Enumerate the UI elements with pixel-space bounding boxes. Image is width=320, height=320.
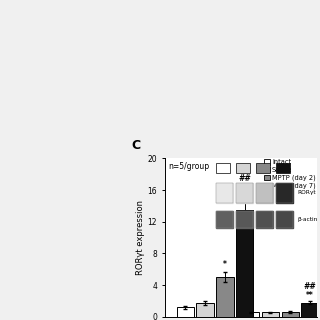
Bar — [276, 211, 293, 228]
Bar — [236, 211, 253, 228]
Bar — [236, 210, 253, 317]
Text: ##
**: ## ** — [304, 282, 316, 300]
Text: C: C — [132, 139, 140, 152]
Bar — [236, 163, 250, 173]
Bar — [216, 183, 233, 203]
Bar — [196, 302, 214, 317]
Text: RORγt: RORγt — [298, 190, 316, 196]
Bar — [256, 211, 273, 228]
Bar — [236, 211, 253, 228]
Bar — [301, 302, 319, 317]
Y-axis label: RORγt expression: RORγt expression — [136, 200, 145, 275]
Bar — [276, 163, 290, 173]
Bar — [276, 183, 293, 203]
Legend: Intact, Saline, MPTP (day 2), MPTP (day 7): Intact, Saline, MPTP (day 2), MPTP (day … — [263, 159, 316, 190]
Text: *: * — [223, 260, 227, 269]
Text: n=5/group: n=5/group — [168, 162, 209, 171]
Bar — [216, 163, 230, 173]
Bar — [256, 211, 273, 228]
Bar — [256, 183, 273, 203]
Bar — [282, 312, 299, 317]
Bar — [177, 307, 194, 317]
Bar — [242, 312, 260, 317]
Bar — [236, 183, 253, 203]
Text: ##
**: ## ** — [238, 174, 251, 192]
Bar — [262, 312, 279, 317]
Bar — [256, 183, 273, 203]
Text: β-actin: β-actin — [298, 217, 318, 222]
Bar — [256, 163, 270, 173]
Bar — [216, 211, 233, 228]
Bar — [216, 183, 233, 203]
Bar — [216, 277, 234, 317]
Bar — [216, 211, 233, 228]
Bar — [276, 211, 293, 228]
Bar — [276, 183, 293, 203]
Bar — [236, 183, 253, 203]
